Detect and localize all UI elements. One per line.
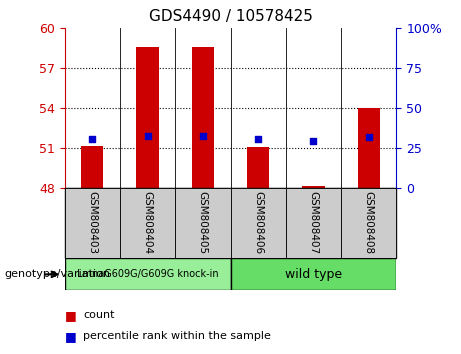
Text: ■: ■: [65, 309, 76, 321]
Bar: [230, 258, 396, 290]
Point: [310, 138, 317, 143]
Bar: [120, 188, 175, 258]
Text: count: count: [83, 310, 114, 320]
Text: GSM808407: GSM808407: [308, 192, 319, 255]
Bar: [358, 108, 380, 188]
Text: GSM808403: GSM808403: [87, 192, 97, 255]
Bar: [247, 147, 269, 188]
Bar: [65, 258, 230, 290]
Text: GSM808408: GSM808408: [364, 192, 374, 255]
Text: percentile rank within the sample: percentile rank within the sample: [83, 331, 271, 341]
Text: LmnaG609G/G609G knock-in: LmnaG609G/G609G knock-in: [77, 269, 219, 279]
Text: ■: ■: [65, 330, 76, 343]
Text: GSM808406: GSM808406: [253, 192, 263, 255]
Bar: [230, 188, 286, 258]
Point: [144, 133, 151, 139]
Point: [365, 135, 372, 140]
Point: [199, 133, 207, 139]
Bar: [136, 47, 159, 188]
Title: GDS4490 / 10578425: GDS4490 / 10578425: [148, 9, 313, 24]
Text: GSM808404: GSM808404: [142, 192, 153, 255]
Point: [254, 136, 262, 142]
Bar: [175, 188, 230, 258]
Bar: [81, 147, 103, 188]
Bar: [65, 188, 120, 258]
Bar: [341, 188, 396, 258]
Text: wild type: wild type: [285, 268, 342, 281]
Bar: [192, 47, 214, 188]
Bar: [302, 185, 325, 188]
Text: GSM808405: GSM808405: [198, 192, 208, 255]
Bar: [286, 188, 341, 258]
Text: genotype/variation: genotype/variation: [5, 269, 111, 279]
Point: [89, 136, 96, 142]
